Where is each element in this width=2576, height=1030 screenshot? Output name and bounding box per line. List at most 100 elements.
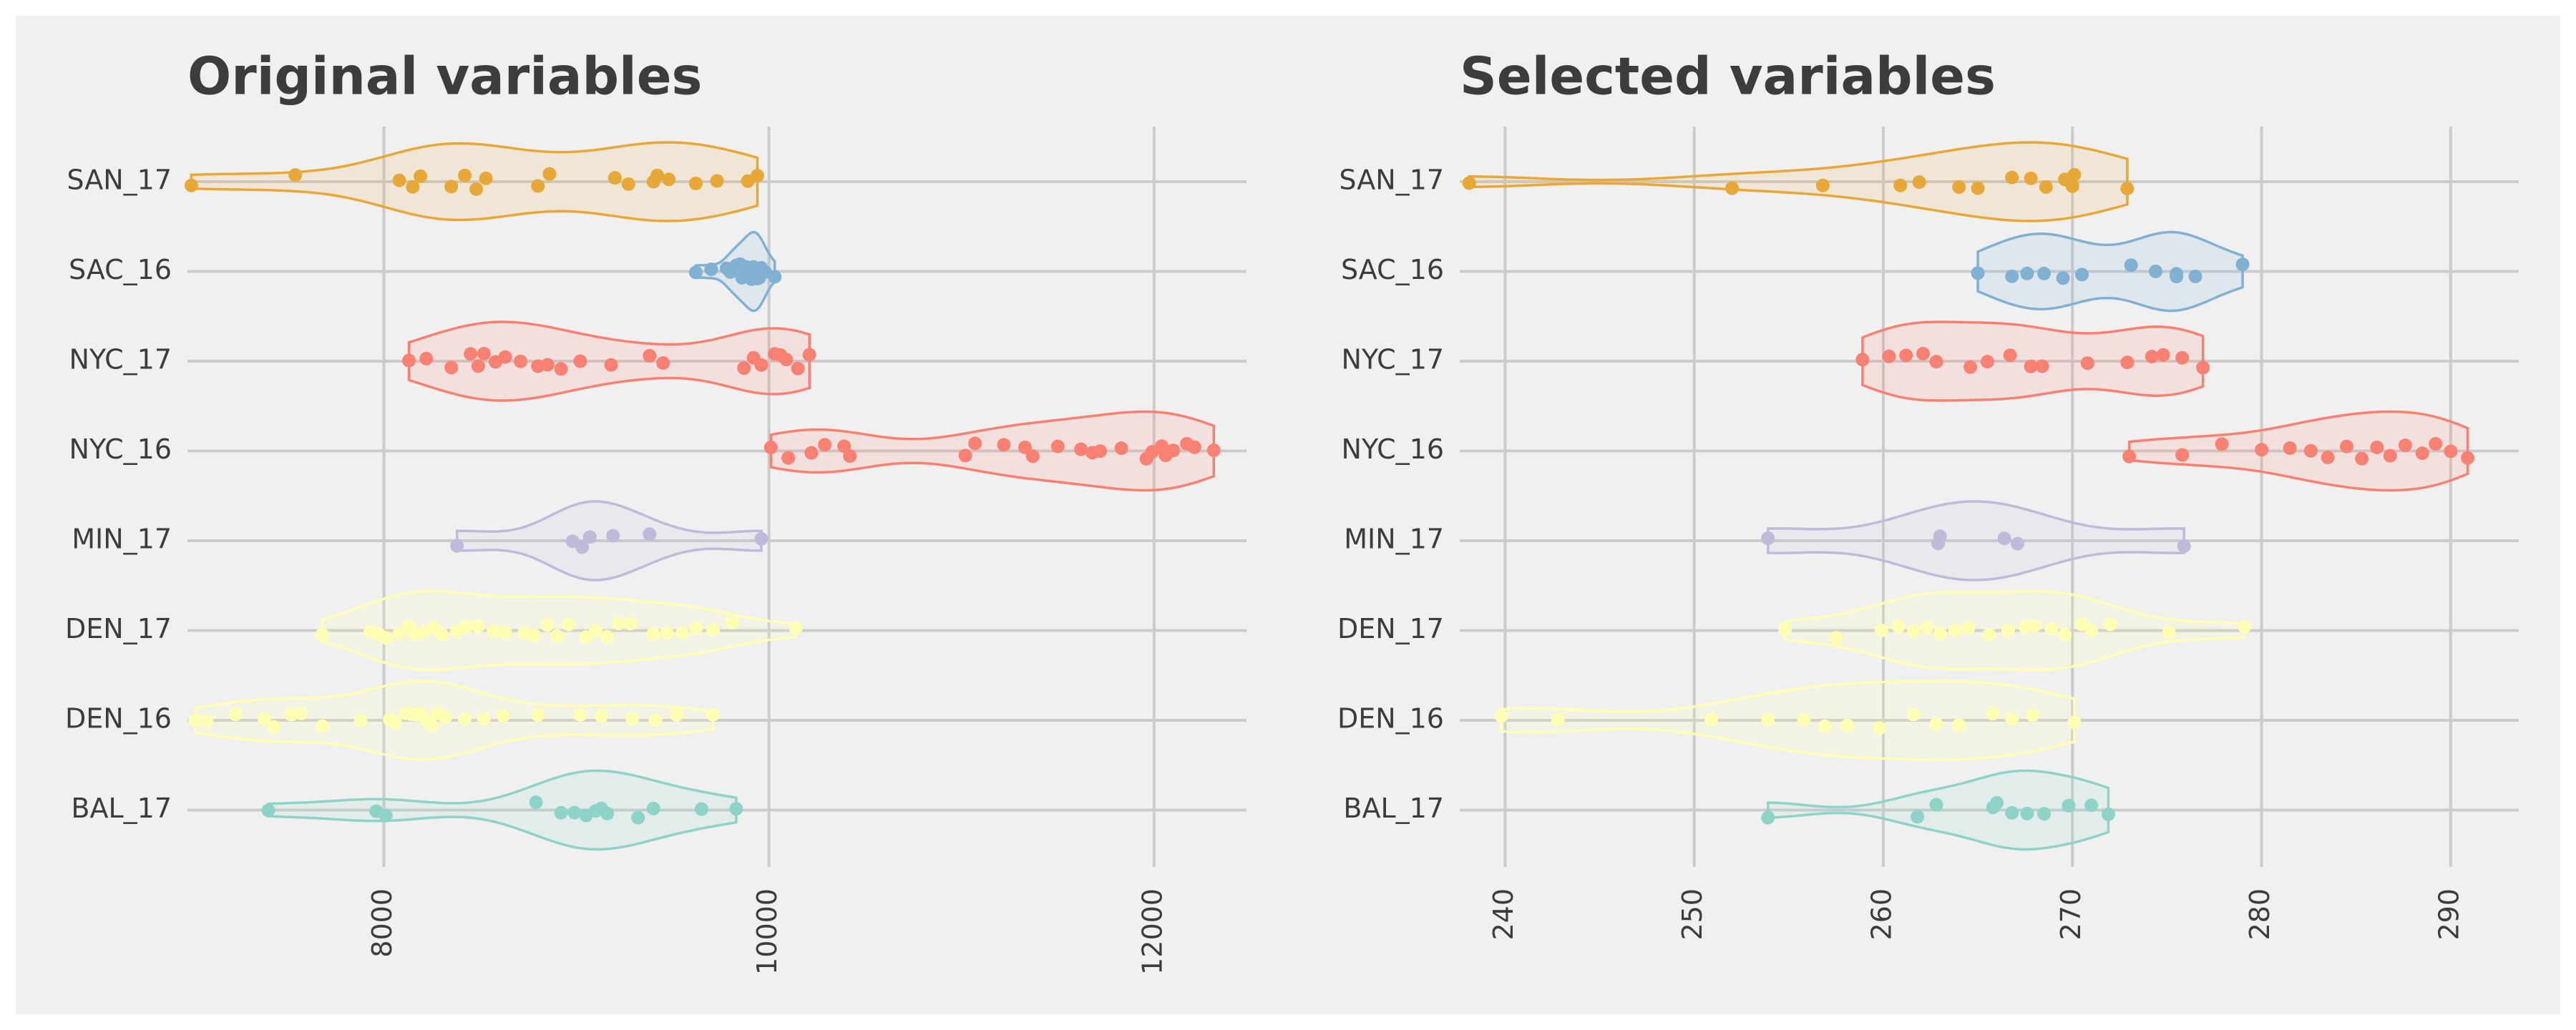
data-point-nyc-17 bbox=[2145, 350, 2159, 363]
data-point-den-16 bbox=[595, 709, 608, 723]
data-point-nyc-17 bbox=[573, 354, 587, 368]
data-point-san-17 bbox=[2024, 171, 2038, 185]
x-tick-label: 270 bbox=[2055, 888, 2087, 941]
data-point-nyc-16 bbox=[2398, 438, 2412, 453]
data-point-min-17 bbox=[754, 531, 769, 546]
data-point-nyc-17 bbox=[779, 353, 794, 367]
y-tick-label-sac-16: SAC_16 bbox=[69, 254, 172, 285]
data-point-nyc-17 bbox=[2196, 360, 2210, 375]
data-point-den-17 bbox=[498, 625, 512, 639]
data-point-nyc-16 bbox=[2175, 448, 2190, 462]
data-point-san-17 bbox=[469, 182, 484, 196]
data-point-den-16 bbox=[496, 709, 510, 723]
data-point-nyc-17 bbox=[754, 358, 769, 372]
data-point-den-17 bbox=[600, 629, 615, 644]
data-point-den-17 bbox=[2084, 624, 2099, 638]
data-point-den-16 bbox=[188, 713, 203, 727]
data-point-bal-17 bbox=[646, 801, 660, 815]
data-point-nyc-17 bbox=[2175, 350, 2190, 365]
data-point-nyc-17 bbox=[498, 350, 512, 364]
data-point-den-17 bbox=[487, 624, 501, 639]
data-point-nyc-16 bbox=[2429, 437, 2443, 451]
data-point-nyc-17 bbox=[464, 347, 478, 361]
y-tick-label-nyc-16: NYC_16 bbox=[69, 433, 172, 465]
data-point-den-17 bbox=[315, 627, 329, 642]
data-point-min-17 bbox=[582, 530, 597, 544]
data-point-san-17 bbox=[531, 179, 545, 193]
data-point-den-17 bbox=[2238, 619, 2252, 634]
data-point-bal-17 bbox=[261, 803, 275, 818]
data-point-nyc-16 bbox=[2303, 443, 2318, 458]
data-point-nyc-16 bbox=[968, 436, 982, 451]
data-point-bal-17 bbox=[1911, 810, 1925, 824]
data-point-den-16 bbox=[1551, 712, 1565, 727]
violin-nyc-16 bbox=[2127, 410, 2469, 492]
data-point-den-17 bbox=[2044, 622, 2059, 636]
x-tick-label: 12000 bbox=[1136, 888, 1168, 975]
x-tick-label: 280 bbox=[2244, 888, 2275, 941]
violin-nyc-16 bbox=[769, 410, 1216, 492]
data-point-nyc-16 bbox=[1025, 449, 1040, 464]
data-point-san-17 bbox=[288, 168, 303, 182]
y-tick-label-san-17: SAN_17 bbox=[67, 165, 172, 196]
data-point-den-17 bbox=[1891, 619, 1906, 634]
data-point-den-17 bbox=[2058, 627, 2072, 642]
data-point-den-17 bbox=[1982, 627, 1996, 642]
data-point-nyc-16 bbox=[2370, 441, 2384, 454]
data-point-san-17 bbox=[621, 177, 635, 191]
data-point-nyc-17 bbox=[402, 353, 416, 368]
data-point-nyc-16 bbox=[2415, 446, 2429, 461]
data-point-san-17 bbox=[2005, 170, 2019, 185]
data-point-nyc-16 bbox=[997, 438, 1011, 452]
data-point-den-17 bbox=[646, 627, 660, 641]
data-point-bal-17 bbox=[1929, 798, 1943, 812]
data-point-nyc-16 bbox=[958, 448, 972, 463]
data-point-den-16 bbox=[439, 710, 453, 725]
data-point-den-17 bbox=[623, 617, 638, 631]
data-point-bal-17 bbox=[554, 805, 568, 820]
data-point-den-16 bbox=[1704, 712, 1718, 727]
violin-san-17 bbox=[190, 141, 759, 222]
data-point-nyc-16 bbox=[763, 441, 778, 454]
violin-san-17 bbox=[1468, 141, 2129, 222]
data-point-den-17 bbox=[579, 630, 593, 644]
data-point-den-16 bbox=[531, 708, 545, 722]
data-point-den-17 bbox=[540, 618, 555, 632]
data-point-den-17 bbox=[1778, 622, 1792, 637]
data-point-nyc-17 bbox=[1980, 355, 1994, 369]
data-point-bal-17 bbox=[631, 810, 645, 825]
data-point-den-16 bbox=[1797, 712, 1811, 727]
data-point-nyc-16 bbox=[2340, 439, 2353, 453]
data-point-min-17 bbox=[1933, 529, 1947, 544]
data-point-nyc-17 bbox=[1899, 348, 1913, 363]
data-point-san-17 bbox=[184, 178, 198, 192]
data-point-san-17 bbox=[414, 169, 428, 183]
data-point-nyc-17 bbox=[554, 362, 568, 376]
data-point-den-16 bbox=[477, 712, 491, 726]
data-point-min-17 bbox=[450, 539, 464, 553]
data-point-sac-16 bbox=[2124, 258, 2138, 273]
data-point-sac-16 bbox=[2235, 258, 2250, 272]
data-point-min-17 bbox=[1761, 531, 1775, 545]
data-point-den-17 bbox=[2162, 625, 2176, 639]
y-tick-label-den-17: DEN_17 bbox=[65, 613, 172, 644]
data-point-den-16 bbox=[670, 708, 683, 722]
data-point-nyc-17 bbox=[540, 358, 555, 372]
data-point-den-17 bbox=[2103, 617, 2117, 632]
violin-min-17 bbox=[1767, 500, 2185, 582]
data-point-den-16 bbox=[267, 720, 281, 734]
data-point-san-17 bbox=[2065, 179, 2079, 193]
data-point-den-16 bbox=[1929, 717, 1943, 731]
data-point-nyc-17 bbox=[2120, 355, 2135, 370]
data-point-nyc-16 bbox=[1187, 440, 1201, 454]
data-point-den-17 bbox=[1920, 621, 1934, 634]
data-point-bal-17 bbox=[2005, 806, 2019, 820]
data-point-san-17 bbox=[650, 168, 665, 182]
data-point-den-16 bbox=[706, 707, 721, 722]
data-point-san-17 bbox=[406, 180, 420, 194]
data-point-den-17 bbox=[527, 628, 541, 642]
data-point-den-17 bbox=[660, 626, 674, 640]
x-tick-label: 260 bbox=[1866, 888, 1898, 941]
data-point-min-17 bbox=[2177, 539, 2191, 553]
data-point-min-17 bbox=[1997, 531, 2011, 546]
